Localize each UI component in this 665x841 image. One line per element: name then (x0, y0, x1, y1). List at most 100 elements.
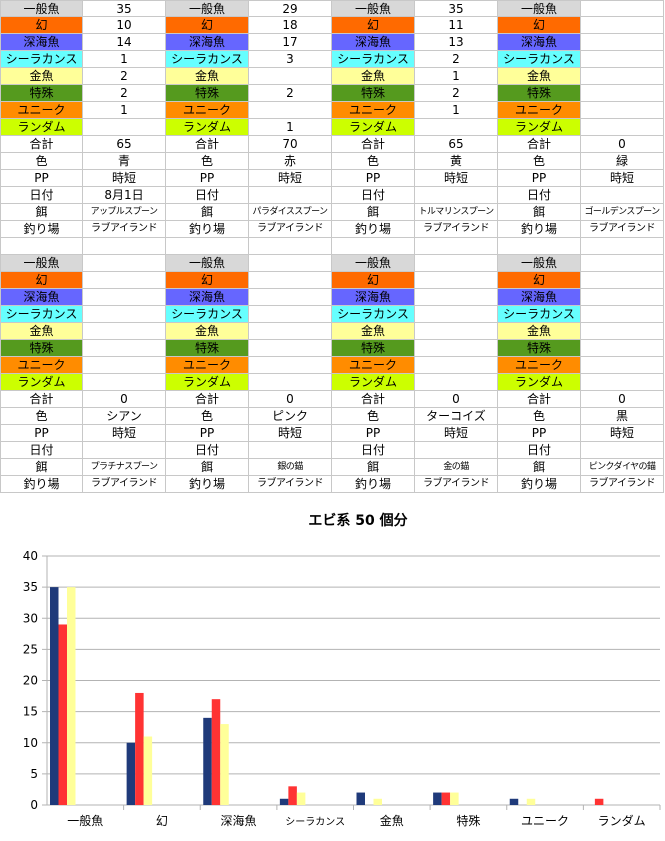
pp-label[interactable]: PP (166, 425, 249, 442)
count-cell[interactable]: 29 (249, 0, 332, 17)
pp-value[interactable]: 時短 (83, 170, 166, 187)
count-cell[interactable]: 10 (83, 17, 166, 34)
fish-label-shinkaigyo[interactable]: 深海魚 (498, 34, 581, 51)
date-label[interactable]: 日付 (498, 442, 581, 459)
count-cell[interactable]: 35 (415, 0, 498, 17)
fish-label-ippangyo[interactable]: 一般魚 (332, 0, 415, 17)
bait-label[interactable]: 餌 (0, 459, 83, 476)
date-value[interactable] (415, 442, 498, 459)
pp-value[interactable]: 時短 (581, 170, 664, 187)
fish-label-random[interactable]: ランダム (166, 374, 249, 391)
color-label[interactable]: 色 (0, 408, 83, 425)
count-cell[interactable] (415, 272, 498, 289)
count-cell[interactable] (415, 306, 498, 323)
date-value[interactable] (249, 442, 332, 459)
count-cell[interactable] (415, 255, 498, 272)
empty-cell[interactable] (415, 238, 498, 255)
total-value[interactable]: 65 (415, 136, 498, 153)
bait-value[interactable]: ゴールデンスプーン (581, 204, 664, 221)
fish-label-shinkaigyo[interactable]: 深海魚 (166, 34, 249, 51)
bait-value[interactable]: トルマリンスプーン (415, 204, 498, 221)
fish-label-shinkaigyo[interactable]: 深海魚 (498, 289, 581, 306)
fish-label-maboroshi[interactable]: 幻 (498, 272, 581, 289)
pp-label[interactable]: PP (0, 425, 83, 442)
color-label[interactable]: 色 (498, 408, 581, 425)
pp-value[interactable]: 時短 (415, 425, 498, 442)
fish-label-tokushu[interactable]: 特殊 (332, 85, 415, 102)
date-value[interactable] (581, 442, 664, 459)
count-cell[interactable] (249, 289, 332, 306)
pp-label[interactable]: PP (498, 425, 581, 442)
count-cell[interactable] (581, 340, 664, 357)
total-label[interactable]: 合計 (332, 391, 415, 408)
fish-label-shinkaigyo[interactable]: 深海魚 (332, 289, 415, 306)
color-value[interactable]: ピンク (249, 408, 332, 425)
date-label[interactable]: 日付 (332, 442, 415, 459)
fish-label-random[interactable]: ランダム (498, 119, 581, 136)
fish-label-unique[interactable]: ユニーク (166, 102, 249, 119)
fish-label-ippangyo[interactable]: 一般魚 (332, 255, 415, 272)
count-cell[interactable]: 3 (249, 51, 332, 68)
date-label[interactable]: 日付 (0, 442, 83, 459)
count-cell[interactable] (581, 374, 664, 391)
count-cell[interactable] (581, 323, 664, 340)
count-cell[interactable]: 1 (249, 119, 332, 136)
pp-label[interactable]: PP (332, 425, 415, 442)
color-value[interactable]: ターコイズ (415, 408, 498, 425)
spot-label[interactable]: 釣り場 (0, 476, 83, 493)
fish-label-ippangyo[interactable]: 一般魚 (498, 255, 581, 272)
fish-label-shinkaigyo[interactable]: 深海魚 (166, 289, 249, 306)
color-label[interactable]: 色 (332, 153, 415, 170)
bait-label[interactable]: 餌 (332, 459, 415, 476)
spot-value[interactable]: ラブアイランド (83, 221, 166, 238)
count-cell[interactable]: 35 (83, 0, 166, 17)
total-value[interactable]: 0 (415, 391, 498, 408)
spot-value[interactable]: ラブアイランド (249, 221, 332, 238)
date-value[interactable] (83, 442, 166, 459)
empty-cell[interactable] (83, 238, 166, 255)
date-value[interactable]: 8月1日 (83, 187, 166, 204)
total-label[interactable]: 合計 (0, 391, 83, 408)
total-value[interactable]: 0 (83, 391, 166, 408)
count-cell[interactable]: 1 (83, 51, 166, 68)
bait-label[interactable]: 餌 (0, 204, 83, 221)
total-label[interactable]: 合計 (0, 136, 83, 153)
count-cell[interactable] (249, 306, 332, 323)
count-cell[interactable] (249, 357, 332, 374)
bait-value[interactable]: パラダイススプーン (249, 204, 332, 221)
count-cell[interactable] (83, 357, 166, 374)
spot-value[interactable]: ラブアイランド (581, 221, 664, 238)
total-value[interactable]: 0 (581, 136, 664, 153)
count-cell[interactable]: 2 (249, 85, 332, 102)
fish-label-unique[interactable]: ユニーク (332, 102, 415, 119)
fish-label-coelacanth[interactable]: シーラカンス (166, 51, 249, 68)
fish-label-maboroshi[interactable]: 幻 (332, 272, 415, 289)
spot-label[interactable]: 釣り場 (0, 221, 83, 238)
total-label[interactable]: 合計 (498, 136, 581, 153)
color-label[interactable]: 色 (332, 408, 415, 425)
fish-label-random[interactable]: ランダム (332, 374, 415, 391)
count-cell[interactable] (83, 323, 166, 340)
total-label[interactable]: 合計 (166, 391, 249, 408)
count-cell[interactable]: 1 (83, 102, 166, 119)
fish-label-kingyo[interactable]: 金魚 (498, 323, 581, 340)
count-cell[interactable] (249, 68, 332, 85)
count-cell[interactable]: 17 (249, 34, 332, 51)
count-cell[interactable]: 2 (83, 68, 166, 85)
fish-label-coelacanth[interactable]: シーラカンス (0, 306, 83, 323)
bait-label[interactable]: 餌 (498, 459, 581, 476)
empty-cell[interactable] (0, 238, 83, 255)
count-cell[interactable]: 2 (83, 85, 166, 102)
color-label[interactable]: 色 (166, 408, 249, 425)
count-cell[interactable] (83, 340, 166, 357)
fish-label-tokushu[interactable]: 特殊 (166, 85, 249, 102)
bait-label[interactable]: 餌 (166, 459, 249, 476)
fish-label-tokushu[interactable]: 特殊 (498, 340, 581, 357)
fish-label-tokushu[interactable]: 特殊 (332, 340, 415, 357)
pp-value[interactable]: 時短 (249, 425, 332, 442)
count-cell[interactable] (581, 85, 664, 102)
spot-value[interactable]: ラブアイランド (415, 476, 498, 493)
count-cell[interactable] (249, 255, 332, 272)
color-label[interactable]: 色 (166, 153, 249, 170)
fish-label-maboroshi[interactable]: 幻 (498, 17, 581, 34)
